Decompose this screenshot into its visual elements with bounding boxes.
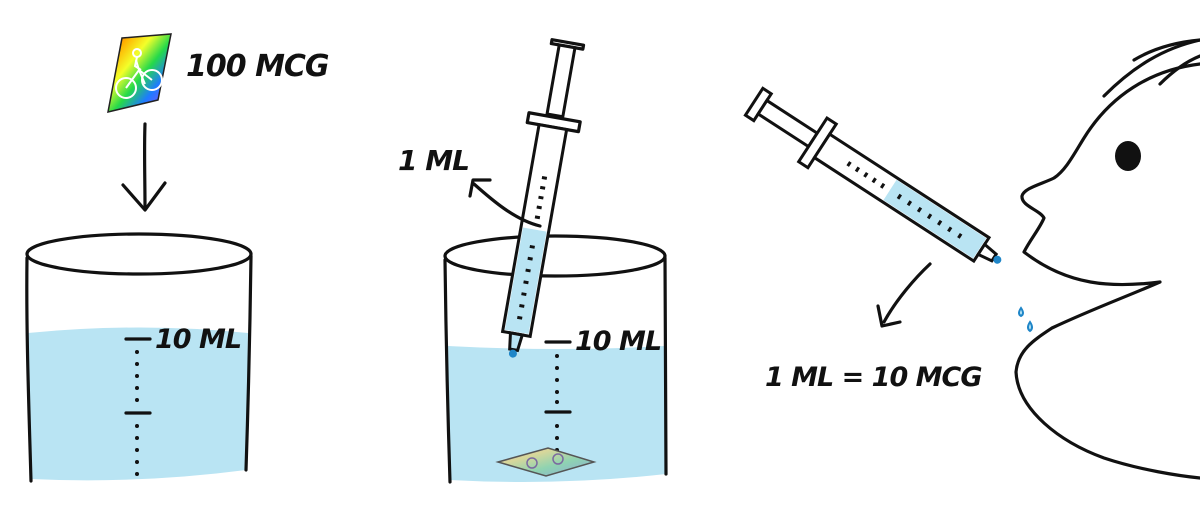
blotter-tab-icon	[107, 33, 172, 113]
submerged-blotter-icon	[495, 447, 597, 477]
beaker-left	[25, 232, 253, 483]
beaker-left-volume-label: 10 ML	[155, 324, 241, 355]
dose-pointer-arrow-icon	[876, 262, 932, 328]
syringe-pointer-arrow-icon	[468, 178, 542, 228]
syringe-draw-amount-label: 1 ML	[398, 144, 469, 177]
liquid-drops-icon	[1018, 306, 1033, 333]
dose-conversion-label: 1 ML = 10 MCG	[765, 362, 982, 393]
syringe-drawing-icon	[500, 38, 586, 358]
cartoon-face-icon	[1014, 38, 1200, 480]
beaker-middle	[443, 234, 668, 484]
drop-arrow-icon	[121, 122, 167, 212]
blotter-dose-label: 100 MCG	[186, 49, 329, 84]
syringe-dosing-icon	[743, 86, 1002, 264]
beaker-middle-volume-label: 10 ML	[575, 326, 661, 357]
